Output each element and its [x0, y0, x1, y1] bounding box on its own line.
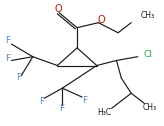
Text: F: F — [5, 36, 10, 45]
Text: F: F — [16, 73, 21, 82]
Text: F: F — [39, 97, 44, 106]
Text: CH₃: CH₃ — [143, 103, 157, 112]
Text: F: F — [59, 104, 64, 113]
Text: CH₃: CH₃ — [141, 11, 155, 20]
Text: F: F — [82, 96, 87, 105]
Text: H₃C: H₃C — [97, 108, 111, 117]
Text: Cl: Cl — [144, 50, 152, 59]
Text: F: F — [5, 54, 10, 63]
Text: O: O — [54, 4, 62, 14]
Text: O: O — [97, 14, 105, 25]
